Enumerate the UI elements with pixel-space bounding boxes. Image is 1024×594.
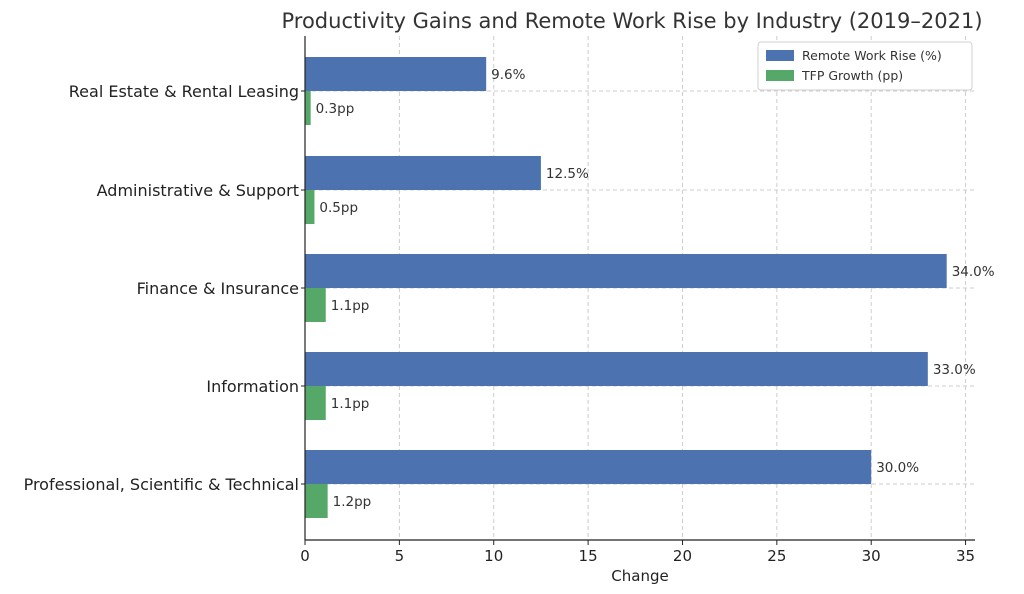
- x-tick-label: 10: [484, 547, 503, 565]
- bar-tfp-growth: [305, 484, 328, 518]
- bar-value-label: 1.2pp: [333, 494, 372, 510]
- y-tick-label: Administrative & Support: [97, 181, 299, 200]
- bar-value-label: 0.3pp: [316, 101, 355, 117]
- x-tick-label: 0: [300, 547, 310, 565]
- bar-tfp-growth: [305, 91, 311, 125]
- x-tick-label: 20: [673, 547, 692, 565]
- x-tick-label: 35: [956, 547, 975, 565]
- bar-value-label: 9.6%: [491, 67, 525, 83]
- y-tick-label: Finance & Insurance: [137, 279, 299, 298]
- bar-remote-work-rise: [305, 57, 487, 91]
- bar-remote-work-rise: [305, 352, 928, 386]
- legend-box: [757, 41, 973, 91]
- bar-tfp-growth: [305, 386, 326, 420]
- x-tick-label: 30: [862, 547, 881, 565]
- bar-value-label: 12.5%: [546, 166, 589, 182]
- x-axis-title: Change: [611, 567, 668, 585]
- bar-value-label: 1.1pp: [331, 298, 370, 314]
- legend-swatch: [766, 50, 794, 61]
- bar-remote-work-rise: [305, 254, 947, 288]
- chart-title: Productivity Gains and Remote Work Rise …: [281, 9, 982, 33]
- bar-value-label: 0.5pp: [319, 200, 358, 216]
- bar-value-label: 34.0%: [952, 264, 995, 280]
- bar-value-label: 30.0%: [876, 460, 919, 476]
- y-tick-label: Professional, Scientific & Technical: [24, 475, 299, 494]
- bar-remote-work-rise: [305, 450, 872, 484]
- bar-remote-work-rise: [305, 156, 541, 190]
- legend-swatch: [766, 70, 794, 81]
- legend-label: TFP Growth (pp): [801, 68, 903, 83]
- bar-tfp-growth: [305, 190, 315, 224]
- x-tick-label: 15: [579, 547, 598, 565]
- legend-label: Remote Work Rise (%): [802, 48, 942, 63]
- x-tick-label: 25: [767, 547, 786, 565]
- legend: Remote Work Rise (%) TFP Growth (pp): [757, 41, 973, 91]
- bar-tfp-growth: [305, 288, 326, 322]
- y-tick-label: Real Estate & Rental Leasing: [69, 82, 299, 101]
- y-tick-label: Information: [206, 377, 299, 396]
- bar-value-label: 33.0%: [933, 362, 976, 378]
- bar-labels-layer: 9.6% 0.3pp Real Estate & Rental Leasing 12.…: [24, 67, 995, 510]
- axes-layer: 0 5 10 15 20 25 30 35: [300, 36, 975, 565]
- bars-layer: [305, 57, 947, 518]
- x-tick-label: 5: [395, 547, 405, 565]
- bar-value-label: 1.1pp: [331, 396, 370, 412]
